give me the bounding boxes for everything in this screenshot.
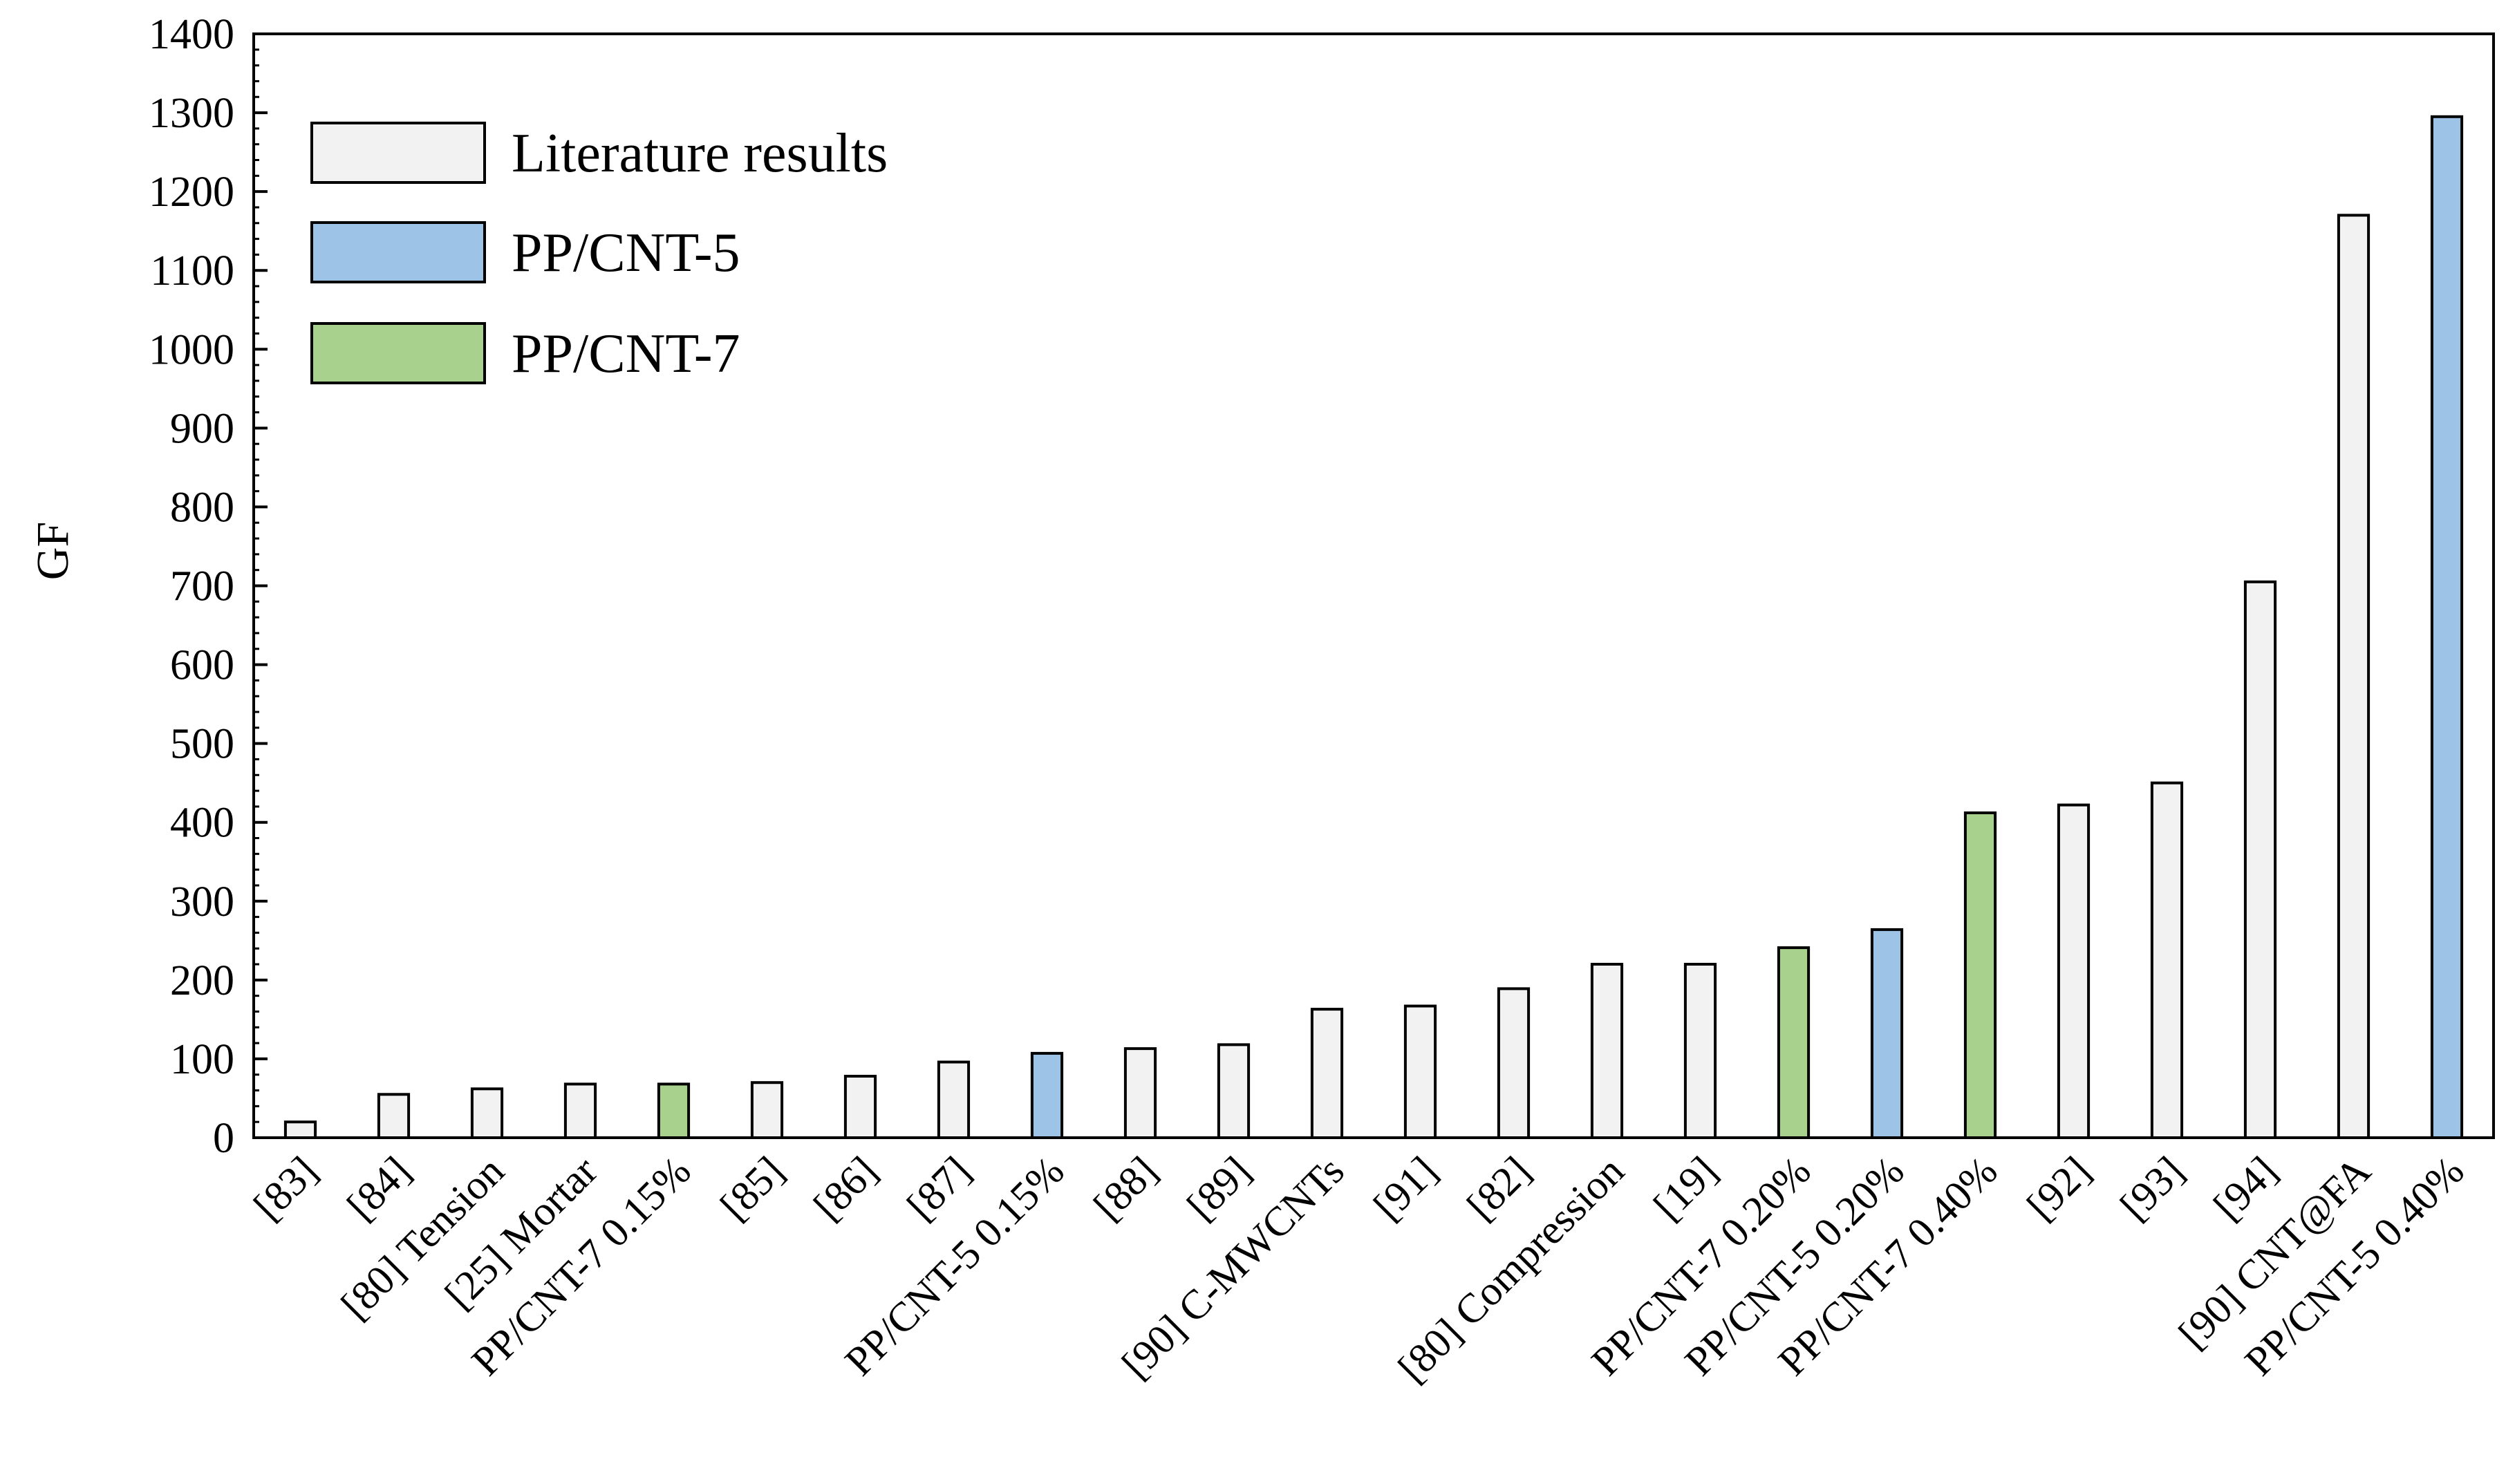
y-tick-label: 200 xyxy=(170,957,234,1004)
bar xyxy=(1403,1004,1437,1139)
y-tick-label: 1200 xyxy=(149,169,234,216)
bar xyxy=(2150,781,2184,1139)
y-tick-label: 900 xyxy=(170,405,234,452)
bar xyxy=(1777,946,1811,1139)
bar xyxy=(1217,1043,1251,1140)
y-tick-label: 0 xyxy=(213,1115,234,1162)
y-axis: 0 100 200 300 400 500 600 700 800 900 1000 1100 1200… xyxy=(149,11,268,1162)
y-tick-label: 400 xyxy=(170,800,234,847)
y-axis-title: GF xyxy=(28,522,78,580)
y-tick-label: 1100 xyxy=(150,247,234,294)
y-tick-label: 1000 xyxy=(149,326,234,373)
y-tick-label: 1300 xyxy=(149,90,234,137)
legend-swatch xyxy=(310,122,486,184)
bar xyxy=(2430,115,2464,1139)
bar xyxy=(1310,1008,1344,1139)
y-tick-label: 300 xyxy=(170,879,234,926)
bar xyxy=(283,1120,317,1139)
bar xyxy=(563,1082,597,1140)
bar xyxy=(2243,580,2277,1139)
y-tick-label: 500 xyxy=(170,721,234,768)
bar xyxy=(1963,811,1997,1139)
bar xyxy=(1590,963,1624,1139)
legend-label: PP/CNT-5 xyxy=(512,223,740,283)
bar xyxy=(2337,214,2371,1139)
bar xyxy=(937,1060,971,1139)
legend-label: Literature results xyxy=(512,123,888,184)
bar xyxy=(1683,963,1717,1139)
bar xyxy=(470,1087,504,1140)
bar xyxy=(657,1082,691,1140)
y-tick-label: 1400 xyxy=(149,11,234,58)
y-tick-label: 700 xyxy=(170,563,234,610)
bar xyxy=(1870,928,1904,1140)
legend-swatch xyxy=(310,221,486,283)
bar xyxy=(843,1075,877,1139)
bar xyxy=(750,1081,784,1139)
bar xyxy=(1123,1047,1157,1139)
bar xyxy=(1030,1051,1064,1140)
legend-swatch xyxy=(310,322,486,384)
y-tick-label: 800 xyxy=(170,484,234,531)
bar xyxy=(2057,803,2091,1139)
bar xyxy=(377,1093,411,1140)
y-tick-label: 600 xyxy=(170,642,234,689)
bar xyxy=(1497,987,1531,1140)
y-tick-label: 100 xyxy=(170,1036,234,1083)
legend-label: PP/CNT-7 xyxy=(512,323,740,384)
bars-layer xyxy=(283,115,2464,1140)
legend: Literature results PP/CNT-5 PP/CNT-7 xyxy=(310,122,888,384)
